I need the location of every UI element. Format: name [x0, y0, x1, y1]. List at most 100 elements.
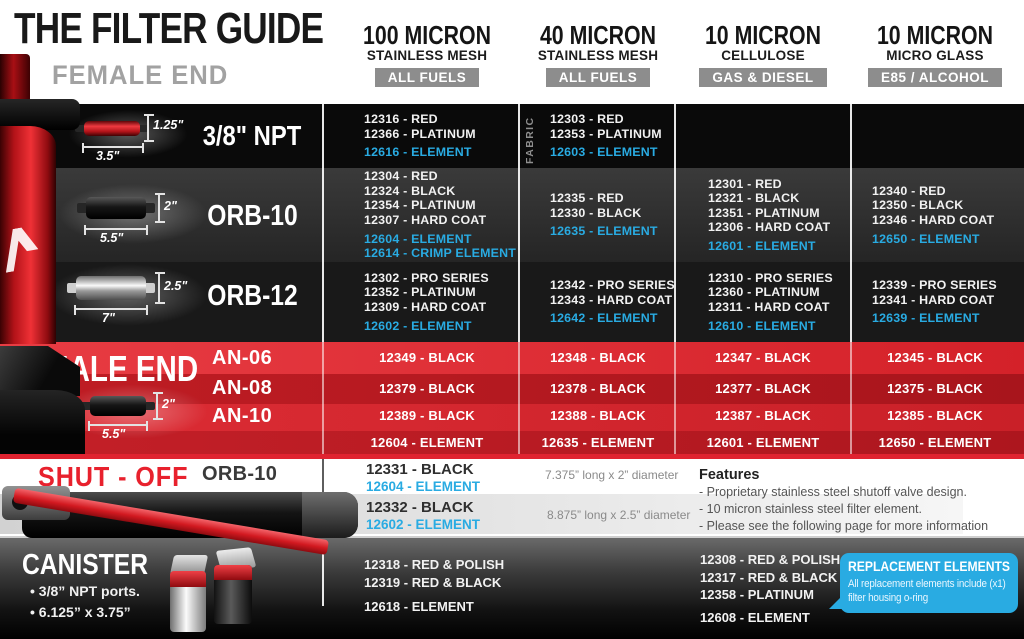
- cell-orb12-cellulose: 12310 - PRO SERIES 12360 - PLATINUM 1231…: [676, 262, 882, 342]
- element-number: 12618 - ELEMENT: [364, 599, 474, 614]
- male-row-an10: [0, 404, 1024, 431]
- red-filter-neck-photo: [0, 99, 80, 130]
- element-number: 12650 - ELEMENT: [872, 231, 980, 246]
- part-number: 12342 - PRO SERIES: [550, 278, 675, 293]
- part-number: 12311 - HARD COAT: [708, 300, 830, 314]
- dim-height: 2": [164, 199, 177, 213]
- dim-line: [144, 114, 154, 142]
- divider: [674, 342, 676, 454]
- divider: [518, 104, 520, 342]
- divider: [322, 548, 324, 606]
- male-row-an06: [0, 342, 1024, 374]
- part-number: 12346 - HARD COAT: [872, 213, 995, 227]
- part-number: 12301 - RED: [708, 176, 782, 191]
- part-number: 12324 - BLACK: [364, 183, 456, 198]
- element-number: 12602 - ELEMENT: [366, 517, 481, 532]
- fuel-badge: ALL FUELS: [545, 68, 651, 87]
- part-number: 12358 - PLATINUM: [700, 587, 814, 602]
- part-number: 12332 - BLACK: [366, 499, 474, 516]
- feature-line: - Proprietary stainless steel shutoff va…: [699, 485, 967, 499]
- column-media: STAINLESS MESH: [366, 48, 488, 63]
- dim-height: 2": [162, 397, 175, 411]
- part-number: 12379 - BLACK: [379, 381, 475, 396]
- badge-title: REPLACEMENT ELEMENTS: [848, 559, 1011, 574]
- element-number: 12604 - ELEMENT: [370, 435, 484, 450]
- feature-line: - 10 micron stainless steel filter eleme…: [699, 502, 923, 516]
- orb12-filter-image: [67, 276, 155, 300]
- part-number: 12352 - PLATINUM: [364, 285, 476, 300]
- part-number: 12341 - HARD COAT: [872, 292, 995, 307]
- badge-text: All replacement elements include (x1) fi…: [848, 578, 1006, 604]
- row-label-orb12: ORB-12: [207, 280, 298, 312]
- element-number: 12601 - ELEMENT: [708, 238, 816, 253]
- part-number: 12360 - PLATINUM: [708, 285, 820, 300]
- male-filter-image: [81, 396, 155, 416]
- column-micron: 10 MICRON: [704, 20, 822, 50]
- cell-npt-100micron: 12316 - RED 12366 - PLATINUM 12616 - ELE…: [336, 104, 546, 168]
- an10-label: AN-10: [212, 405, 273, 427]
- female-end-label: FEMALE END: [52, 60, 229, 90]
- canister-bullet: • 3/8” NPT ports.: [30, 583, 140, 599]
- divider: [850, 104, 852, 342]
- fuel-badge: GAS & DIESEL: [699, 68, 827, 87]
- canister-bullets: • 3/8” NPT ports. • 6.125” x 3.75”: [30, 581, 140, 623]
- row-npt: [0, 104, 1024, 168]
- column-micron: 100 MICRON: [363, 20, 491, 50]
- part-number: 12331 - BLACK: [366, 461, 474, 478]
- column-header-10-micron-micro-glass: 10 MICRON MICRO GLASS E85 / ALCOHOL: [852, 22, 1018, 87]
- cell-orb10-micro-glass: 12340 - RED 12350 - BLACK 12346 - HARD C…: [852, 168, 1024, 262]
- part-number: 12385 - BLACK: [887, 408, 983, 423]
- dim-height: 2.5": [164, 279, 188, 293]
- divider: [850, 342, 852, 454]
- part-number: 12349 - BLACK: [379, 350, 475, 365]
- column-header-10-micron-cellulose: 10 MICRON CELLULOSE GAS & DIESEL: [676, 22, 850, 87]
- part-number: 12310 - PRO SERIES: [708, 270, 833, 285]
- male-filter-body-photo: [0, 390, 85, 454]
- part-number: 12318 - RED & POLISH: [364, 557, 505, 572]
- canister-black-photo: [214, 565, 252, 624]
- element-number: 12604 - ELEMENT: [364, 231, 472, 246]
- element-number: 12603 - ELEMENT: [550, 145, 658, 160]
- npt-filter-image: [75, 121, 149, 136]
- dim-length: 5.5": [102, 427, 126, 441]
- feature-line: - Please see the following page for more…: [699, 519, 989, 533]
- row-label-orb10: ORB-10: [207, 200, 298, 232]
- orb10-filter-image: [77, 197, 155, 219]
- part-number: 12309 - HARD COAT: [364, 300, 487, 314]
- element-number: 12602 - ELEMENT: [364, 318, 472, 333]
- cell-orb12-micro-glass: 12339 - PRO SERIES 12341 - HARD COAT 126…: [852, 262, 1024, 342]
- part-number: 12321 - BLACK: [708, 191, 800, 206]
- element-number: 12601 - ELEMENT: [706, 435, 820, 450]
- shutoff-orb10-size: 7.375” long x 2” diameter: [545, 468, 679, 482]
- part-number: 12351 - PLATINUM: [708, 205, 820, 220]
- element-number: 12635 - ELEMENT: [541, 435, 655, 450]
- part-number: 12308 - RED & POLISH: [700, 552, 841, 567]
- part-number: 12387 - BLACK: [715, 408, 811, 423]
- part-number: 12304 - RED: [364, 169, 438, 184]
- fuel-badge: ALL FUELS: [374, 68, 480, 87]
- shutoff-orb12-size: 8.875” long x 2.5” diameter: [547, 508, 691, 522]
- cell-canister-cellulose: 12308 - RED & POLISH 12317 - RED & BLACK…: [700, 551, 840, 626]
- element-number: 12639 - ELEMENT: [872, 311, 980, 326]
- cell-orb10-40micron: 12335 - RED 12330 - BLACK 12635 - ELEMEN…: [520, 168, 706, 262]
- part-number: 12317 - RED & BLACK: [700, 569, 838, 585]
- part-number: 12340 - RED: [872, 183, 946, 198]
- element-number: 12635 - ELEMENT: [550, 224, 658, 239]
- part-number: 12354 - PLATINUM: [364, 198, 476, 213]
- column-header-100-micron: 100 MICRON STAINLESS MESH ALL FUELS: [336, 22, 518, 87]
- an08-label: AN-08: [212, 377, 273, 399]
- shutoff-orb10-label: ORB-10: [202, 463, 278, 485]
- element-number: 12610 - ELEMENT: [708, 318, 816, 333]
- canister-bullet: • 6.125” x 3.75”: [30, 604, 131, 620]
- part-number: 12353 - PLATINUM: [550, 126, 662, 141]
- part-number: 12366 - PLATINUM: [364, 126, 476, 141]
- features-title: Features: [699, 467, 760, 483]
- part-number: 12343 - HARD COAT: [550, 292, 673, 307]
- column-media: MICRO GLASS: [886, 48, 984, 63]
- male-row-elements: [0, 431, 1024, 454]
- divider: [322, 104, 324, 342]
- divider: [518, 342, 520, 454]
- dim-line: [153, 392, 163, 420]
- an06-label: AN-06: [212, 347, 273, 369]
- row-orb12: [0, 262, 1024, 342]
